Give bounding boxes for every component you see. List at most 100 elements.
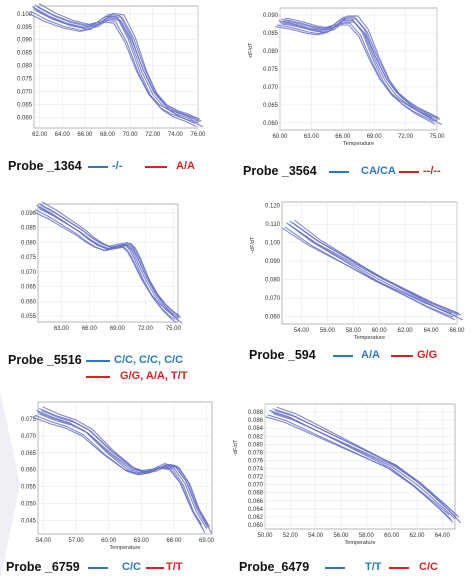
- x-tick-label: 56.00: [333, 533, 349, 539]
- legend-label-red: G/G, A/A, T/T: [120, 370, 188, 382]
- x-tick-label: 57.00: [69, 538, 85, 544]
- x-tick-label: 63.00: [54, 326, 70, 332]
- legend-line-red: [86, 376, 110, 378]
- y-tick-label: 0.095: [17, 25, 33, 31]
- melt-curve: [282, 227, 452, 314]
- legend-line-blue: [333, 355, 353, 357]
- probe-title: Probe_6479: [239, 560, 310, 574]
- y-tick-label: 0.090: [21, 211, 37, 217]
- legend-label-blue: A/A: [361, 349, 380, 361]
- y-axis-label: -dF/dT: [233, 439, 239, 456]
- melt-curve: [32, 6, 197, 127]
- x-tick-label: 52.00: [283, 533, 299, 539]
- y-tick-label: 0.065: [21, 285, 37, 291]
- legend-label-red: G/G: [417, 349, 438, 361]
- probe-title: Probe _5516: [8, 353, 82, 367]
- y-tick-label: 0.062: [248, 515, 264, 521]
- x-tick-label: 60.00: [372, 328, 388, 334]
- y-tick-label: 0.070: [263, 85, 279, 91]
- x-tick-label: 74.00: [168, 132, 184, 138]
- probe-title: Probe _1364: [8, 159, 82, 173]
- y-tick-label: 0.075: [21, 255, 37, 261]
- legend-line-blue: [86, 360, 110, 362]
- y-tick-label: 0.078: [248, 450, 264, 456]
- legend-label-blue: CA/CA: [361, 165, 396, 177]
- y-tick-label: 0.045: [21, 518, 37, 524]
- y-tick-label: 0.090: [263, 13, 279, 19]
- x-tick-label: 75.00: [166, 326, 182, 332]
- x-axis-label: Temperature: [345, 540, 376, 546]
- x-tick-label: 72.00: [145, 132, 161, 138]
- y-tick-label: 0.070: [21, 434, 37, 440]
- chart-3564: 0.060 0.065 0.070 0.075 0.080 0.085 0.090 60.00…: [248, 7, 445, 147]
- y-tick-label: 0.070: [248, 483, 264, 489]
- melt-curve: [28, 13, 194, 120]
- x-tick-label: 54.00: [36, 538, 52, 544]
- x-tick-label: 68.00: [100, 132, 116, 138]
- legend-label-blue: C/C: [122, 561, 141, 573]
- melt-curve: [289, 220, 459, 316]
- y-tick-label: 0.080: [21, 240, 37, 246]
- y-tick-label: 0.060: [17, 116, 33, 122]
- y-tick-label: 0.074: [248, 467, 264, 473]
- x-axis-label: Temperature: [343, 141, 374, 147]
- x-tick-label: 66.00: [77, 132, 93, 138]
- y-tick-label: 0.066: [248, 499, 264, 505]
- y-tick-label: 0.080: [263, 49, 279, 55]
- melt-curve: [42, 406, 212, 534]
- legend-line-blue: [325, 567, 345, 569]
- y-tick-label: 0.100: [265, 241, 281, 247]
- melt-curve: [34, 4, 200, 123]
- chart-panel-5516: 0.055 0.060 0.065 0.070 0.075 0.080 0.085 0.090…: [0, 196, 237, 386]
- x-tick-label: 60.00: [101, 538, 117, 544]
- x-tick-label: 54.00: [294, 328, 310, 334]
- y-tick-label: 0.060: [21, 299, 37, 305]
- x-tick-label: 58.00: [346, 328, 362, 334]
- y-tick-label: 0.080: [265, 278, 281, 284]
- y-tick-label: 0.080: [248, 442, 264, 448]
- y-tick-label: 0.086: [248, 418, 264, 424]
- y-axis-label: -dF/dT: [248, 42, 254, 59]
- y-tick-label: 0.085: [263, 31, 279, 37]
- plot-area: [264, 403, 456, 530]
- y-tick-label: 0.110: [265, 222, 280, 228]
- y-tick-label: 0.065: [17, 103, 33, 109]
- y-tick-label: 0.080: [17, 64, 33, 70]
- x-tick-label: 69.00: [367, 134, 383, 140]
- melt-curve: [278, 18, 436, 125]
- y-tick-label: 0.075: [17, 77, 33, 83]
- x-tick-label: 66.00: [449, 328, 465, 334]
- melt-curve: [283, 18, 441, 120]
- x-tick-label: 66.00: [82, 326, 98, 332]
- chart-panel-3564: 0.060 0.065 0.070 0.075 0.080 0.085 0.090 60.00…: [237, 0, 474, 190]
- x-axis-label: Temperature: [354, 335, 385, 341]
- melt-curve: [38, 407, 209, 528]
- x-tick-label: 69.00: [199, 538, 215, 544]
- x-tick-label: 60.00: [272, 134, 288, 140]
- y-tick-label: 0.072: [248, 475, 264, 481]
- chart-panel-6479: 0.060 0.062 0.064 0.066 0.068 0.070 0.072 0.074…: [233, 396, 474, 580]
- y-tick-label: 0.090: [265, 259, 281, 265]
- melt-curve: [286, 222, 456, 321]
- legend-label-blue: T/T: [365, 561, 382, 573]
- chart-5516: 0.055 0.060 0.065 0.070 0.075 0.080 0.085 0.090…: [21, 201, 183, 332]
- melt-curve: [265, 416, 450, 516]
- background-decoration: [0, 390, 20, 580]
- x-tick-label: 63.00: [304, 134, 320, 140]
- x-tick-label: 64.00: [55, 132, 71, 138]
- x-tick-label: 50.00: [257, 533, 273, 539]
- legend-line-blue: [329, 171, 349, 173]
- probe-title: Probe _6759: [6, 560, 80, 574]
- y-tick-label: 0.085: [21, 226, 37, 232]
- chart-594: 0.060 0.070 0.080 0.090 0.100 0.110 0.120 54.00…: [250, 201, 465, 341]
- probe-title: Probe _594: [249, 348, 316, 362]
- melt-curve: [276, 22, 435, 123]
- melt-curve: [280, 16, 439, 121]
- legend-label-red: --/--: [423, 165, 441, 177]
- chart-panel-1364: 0.060 0.065 0.070 0.075 0.080 0.085 0.090 0.095…: [0, 0, 237, 190]
- melt-curve: [38, 3, 204, 128]
- x-tick-label: 62.00: [32, 132, 48, 138]
- legend-line-red: [145, 166, 167, 168]
- y-tick-label: 0.070: [265, 296, 281, 302]
- x-tick-label: 62.00: [409, 533, 425, 539]
